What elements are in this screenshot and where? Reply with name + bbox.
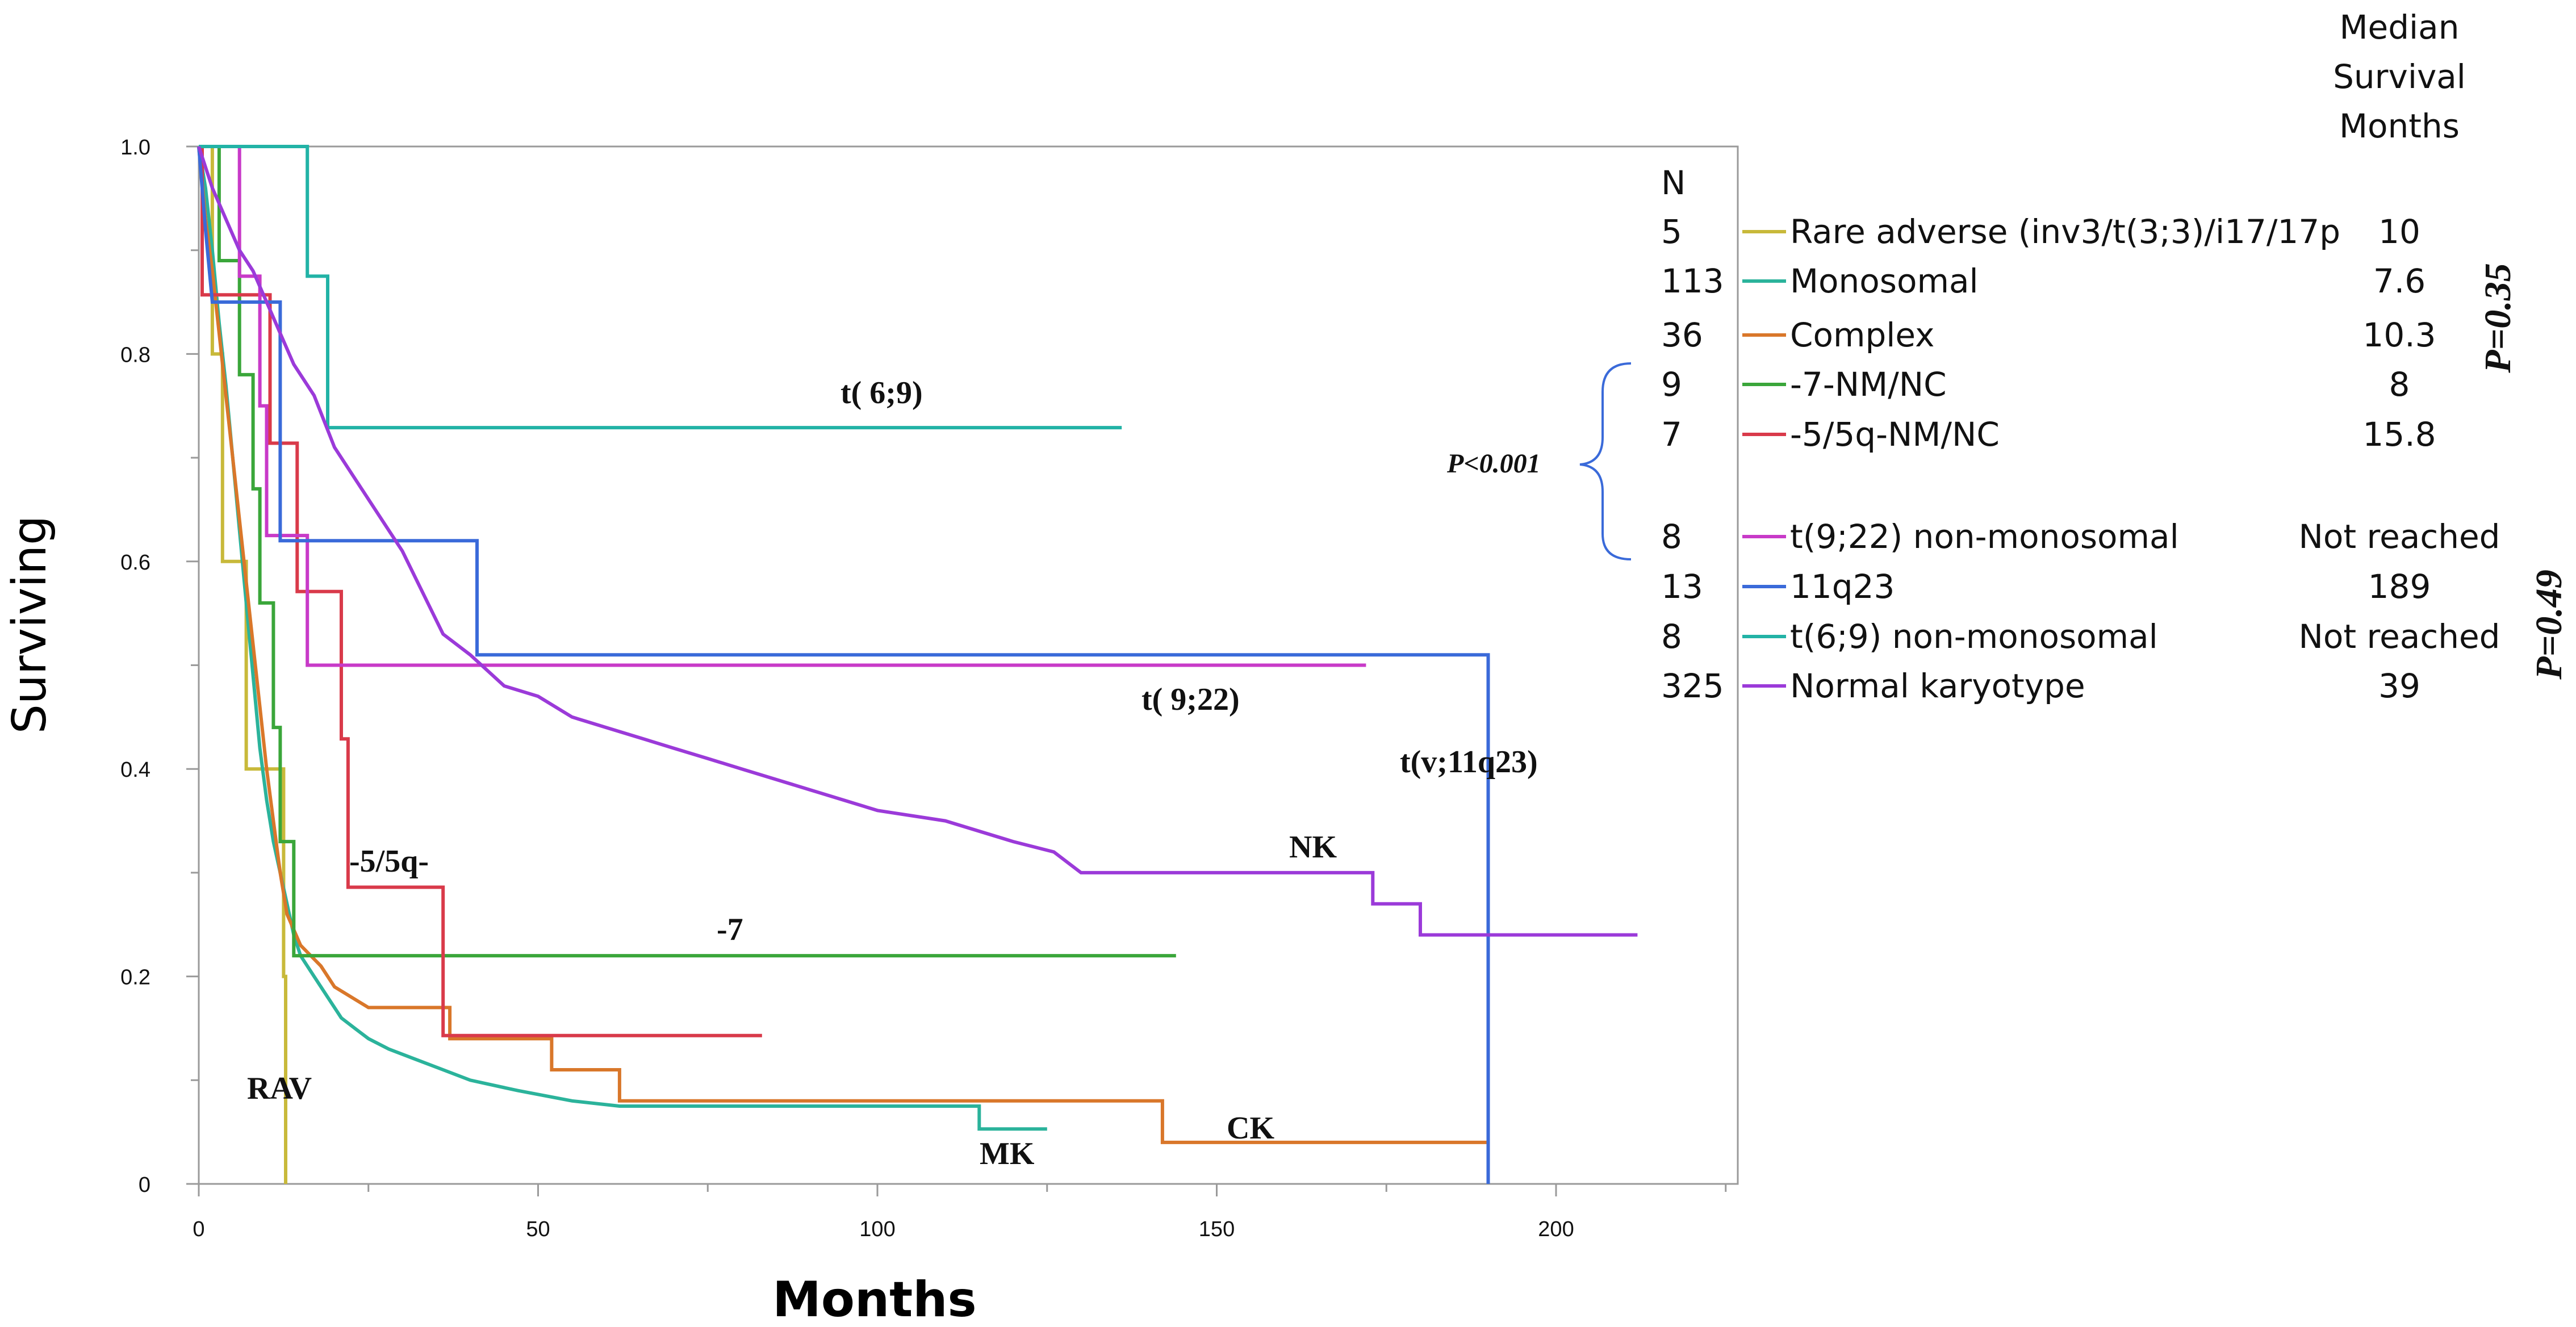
- legend-label: Monosomal: [1790, 262, 1979, 300]
- legend-label: Rare adverse (inv3/t(3;3)/i17/17p: [1790, 212, 2340, 251]
- x-axis-title: Months: [772, 1271, 976, 1327]
- series-line-6: [197, 146, 1490, 1184]
- legend-median: 8: [2389, 365, 2410, 404]
- x-tick-label: 0: [193, 1217, 204, 1241]
- legend-n: 13: [1661, 567, 1703, 606]
- legend-n: 8: [1661, 617, 1682, 656]
- p-value-top: P=0.35: [2477, 263, 2519, 373]
- legend-label: -7-NM/NC: [1790, 365, 1947, 404]
- y-tick-label: 1.0: [120, 136, 150, 160]
- p-value-bottom: P=0.49: [2528, 570, 2570, 680]
- y-tick-label: 0.8: [120, 343, 150, 367]
- label-ck: CK: [1227, 1111, 1274, 1146]
- legend-median-header-3: Months: [2339, 107, 2460, 145]
- series-line-8: [197, 146, 1638, 937]
- legend-label: 11q23: [1790, 567, 1895, 606]
- legend-median: 7.6: [2373, 262, 2426, 300]
- legend-median: 10.3: [2362, 316, 2436, 354]
- x-tick-label: 100: [859, 1217, 895, 1241]
- series-line-5: [199, 145, 1366, 667]
- legend-label: -5/5q-NM/NC: [1790, 415, 2000, 454]
- legend: Median Survival Months N 5 Rare adverse (…: [1661, 8, 2500, 705]
- series-line-7: [199, 145, 1122, 430]
- x-tick-label: 200: [1538, 1217, 1574, 1241]
- y-axis-title: Surviving: [3, 516, 57, 734]
- legend-median: 189: [2368, 567, 2431, 606]
- legend-median-header-1: Median: [2340, 8, 2460, 47]
- legend-label: Normal karyotype: [1790, 667, 2085, 705]
- p-bracket-label: P<0.001: [1446, 449, 1541, 479]
- series-line-3: [199, 145, 1176, 958]
- axis-ticks: 0 0.2 0.4 0.6 0.8 1.0 0 50 100 150 200: [120, 136, 1727, 1241]
- legend-label: t(6;9) non-monosomal: [1790, 617, 2158, 656]
- legend-n: 5: [1661, 212, 1682, 251]
- legend-median: 15.8: [2362, 415, 2436, 454]
- legend-n: 36: [1661, 316, 1703, 354]
- legend-median: 10: [2378, 212, 2420, 251]
- legend-median: 39: [2378, 667, 2420, 705]
- label-nk: NK: [1289, 830, 1337, 865]
- legend-n: 7: [1661, 415, 1682, 454]
- legend-median: Not reached: [2299, 617, 2500, 656]
- label-5q: -5/5q-: [349, 844, 429, 879]
- y-tick-label: 0.2: [120, 966, 150, 990]
- legend-label: t(9;22) non-monosomal: [1790, 517, 2179, 556]
- label-mk: MK: [980, 1136, 1035, 1171]
- p-bracket: [1579, 362, 1632, 560]
- legend-median-header-2: Survival: [2333, 57, 2466, 96]
- legend-n: 113: [1661, 262, 1724, 300]
- legend-label: Complex: [1790, 316, 1934, 354]
- y-tick-label: 0.4: [120, 758, 150, 782]
- y-tick-label: 0.6: [120, 551, 150, 575]
- legend-n: 325: [1661, 667, 1724, 705]
- series-line-4: [199, 145, 762, 1037]
- label-7: -7: [717, 912, 743, 947]
- legend-n: 9: [1661, 365, 1682, 404]
- x-tick-label: 50: [526, 1217, 550, 1241]
- label-rav: RAV: [247, 1071, 312, 1106]
- legend-rows: 5 Rare adverse (inv3/t(3;3)/i17/17p 10 113 M…: [1661, 212, 2500, 705]
- y-tick-label: 0: [139, 1173, 150, 1197]
- x-tick-label: 150: [1199, 1217, 1235, 1241]
- series-line-2: [197, 146, 1488, 1144]
- label-11q23: t(v;11q23): [1400, 744, 1538, 780]
- legend-n-header: N: [1661, 164, 1686, 202]
- survival-curves: [197, 145, 1638, 1184]
- legend-n: 8: [1661, 517, 1682, 556]
- label-t922: t( 9;22): [1141, 682, 1240, 717]
- label-t69: t( 6;9): [840, 375, 923, 411]
- legend-median: Not reached: [2299, 517, 2500, 556]
